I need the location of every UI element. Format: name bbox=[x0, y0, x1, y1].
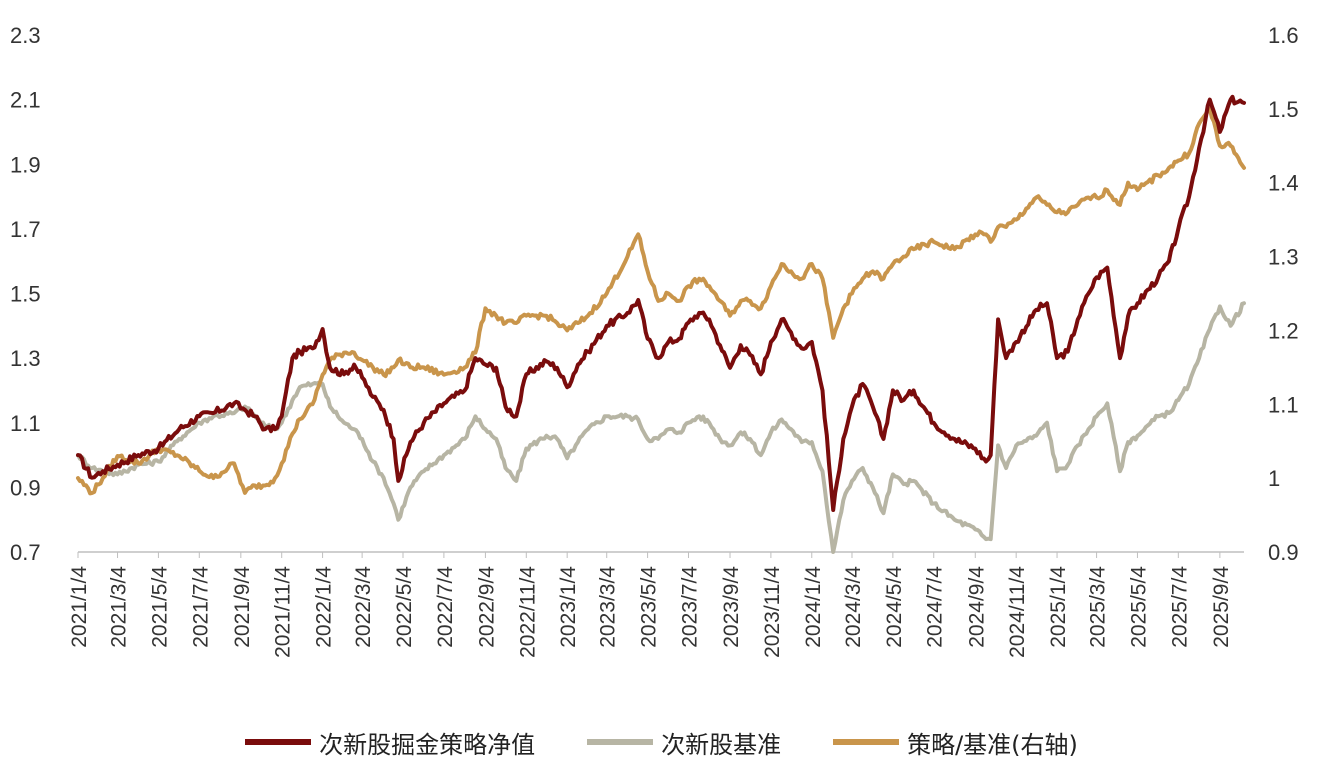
y-left-tick-label: 1.7 bbox=[10, 217, 41, 242]
x-tick-label: 2025/1/4 bbox=[1047, 566, 1070, 648]
y-left-tick-label: 0.7 bbox=[10, 540, 41, 565]
series-line-strategy bbox=[76, 94, 1246, 512]
x-tick-label: 2023/11/4 bbox=[761, 566, 784, 658]
y-left-tick-label: 2.1 bbox=[10, 88, 41, 113]
y-left-tick-label: 1.9 bbox=[10, 152, 41, 177]
x-tick-label: 2023/7/4 bbox=[678, 566, 701, 648]
y-left-tick-label: 1.5 bbox=[10, 282, 41, 307]
y-right-tick-label: 1.2 bbox=[1268, 318, 1299, 343]
y-right-tick-label: 1.1 bbox=[1268, 392, 1299, 417]
x-tick-label: 2022/7/4 bbox=[434, 566, 457, 648]
x-tick-label: 2024/5/4 bbox=[883, 566, 906, 648]
legend-label-ratio: 策略/基准(右轴) bbox=[907, 730, 1078, 759]
x-tick-label: 2021/9/4 bbox=[231, 566, 254, 648]
y-left-tick-label: 1.3 bbox=[10, 346, 41, 371]
legend-swatch-benchmark bbox=[587, 739, 654, 745]
x-tick-label: 2022/11/4 bbox=[516, 566, 539, 658]
x-tick-label: 2025/5/4 bbox=[1127, 566, 1150, 648]
y-right-tick-label: 1.5 bbox=[1268, 97, 1299, 122]
x-tick-label: 2023/1/4 bbox=[557, 566, 580, 648]
x-tick-label: 2022/5/4 bbox=[393, 566, 416, 648]
x-tick-label: 2022/1/4 bbox=[313, 566, 336, 648]
x-tick-label: 2023/9/4 bbox=[720, 566, 743, 648]
legend-item-ratio: 策略/基准(右轴) bbox=[833, 725, 1078, 760]
x-tick-label: 2023/5/4 bbox=[638, 566, 661, 648]
x-tick-label: 2025/9/4 bbox=[1210, 566, 1233, 648]
x-tick-label: 2021/1/4 bbox=[68, 566, 91, 648]
x-tick-label: 2025/3/4 bbox=[1087, 566, 1110, 648]
legend-swatch-ratio bbox=[833, 739, 900, 745]
x-tick-label: 2021/3/4 bbox=[108, 566, 131, 648]
y-left-tick-label: 1.1 bbox=[10, 411, 41, 436]
y-right-tick-label: 0.9 bbox=[1268, 540, 1299, 565]
y-right-tick-label: 1.6 bbox=[1268, 23, 1299, 48]
legend-label-strategy: 次新股掘金策略净值 bbox=[319, 730, 536, 759]
y-left-tick-label: 0.9 bbox=[10, 475, 41, 500]
y-left-tick-label: 2.3 bbox=[10, 23, 41, 48]
x-tick-label: 2024/7/4 bbox=[924, 566, 947, 648]
x-tick-label: 2024/11/4 bbox=[1006, 566, 1029, 658]
y-right-tick-label: 1.3 bbox=[1268, 245, 1299, 270]
legend-swatch-strategy bbox=[245, 739, 312, 745]
series-line-ratio bbox=[76, 106, 1246, 496]
x-tick-label: 2021/7/4 bbox=[189, 566, 212, 648]
x-tick-label: 2024/9/4 bbox=[965, 566, 988, 648]
line-chart: 0.7 0.9 1.1 1.3 1.5 1.7 1.9 2.1 2.3 0.9 1 1.1 1.2 1.3… bbox=[10, 23, 1299, 658]
x-tick-label: 2021/11/4 bbox=[272, 566, 295, 658]
x-tick-label: 2025/7/4 bbox=[1168, 566, 1191, 648]
y-right-tick-label: 1.4 bbox=[1268, 171, 1299, 196]
x-tick-label: 2022/9/4 bbox=[475, 566, 498, 648]
legend-label-benchmark: 次新股基准 bbox=[661, 730, 782, 759]
x-tick-label: 2024/3/4 bbox=[842, 566, 865, 648]
x-tick-label: 2023/3/4 bbox=[597, 566, 620, 648]
x-tick-label: 2022/3/4 bbox=[352, 566, 375, 648]
x-tick-label: 2021/5/4 bbox=[148, 566, 171, 648]
x-tick-label: 2024/1/4 bbox=[802, 566, 825, 648]
legend-item-benchmark: 次新股基准 bbox=[587, 725, 781, 760]
legend-item-strategy: 次新股掘金策略净值 bbox=[245, 725, 535, 760]
legend: 次新股掘金策略净值 次新股基准 策略/基准(右轴) bbox=[0, 722, 1323, 762]
y-right-tick-label: 1 bbox=[1268, 466, 1280, 491]
